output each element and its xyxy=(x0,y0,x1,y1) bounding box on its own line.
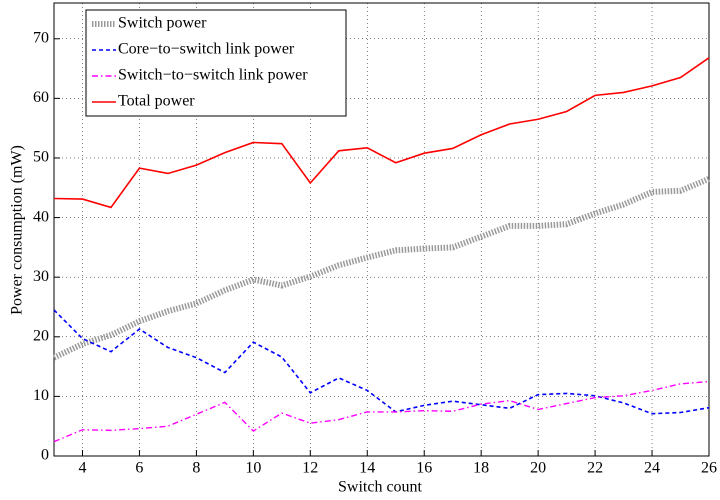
x-tick-label: 22 xyxy=(587,460,603,477)
x-tick-label: 10 xyxy=(245,460,261,477)
y-tick-label: 30 xyxy=(33,268,49,285)
x-tick-label: 12 xyxy=(302,460,318,477)
line-series xyxy=(53,380,710,443)
x-tick-label: 26 xyxy=(701,460,717,477)
x-tick-label: 18 xyxy=(473,460,489,477)
x-tick-label: 6 xyxy=(135,460,143,477)
y-tick-label: 60 xyxy=(33,89,49,106)
y-axis-label: Power consumption (mW) xyxy=(9,145,26,315)
y-tick-label: 40 xyxy=(33,208,49,225)
legend-label: Core−to−switch link power xyxy=(118,41,295,58)
line-series xyxy=(53,309,710,415)
plot-frame xyxy=(53,2,710,457)
x-axis-label: Switch count xyxy=(338,479,423,496)
y-tick-label: 0 xyxy=(41,447,49,464)
legend-box xyxy=(85,9,347,117)
legend-label: Switch−to−switch link power xyxy=(118,67,308,84)
x-tick-label: 24 xyxy=(644,460,660,477)
y-tick-label: 50 xyxy=(33,149,49,166)
x-tick-label: 20 xyxy=(530,460,546,477)
x-tick-label: 8 xyxy=(192,460,200,477)
y-tick-label: 10 xyxy=(33,387,49,404)
x-tick-label: 16 xyxy=(416,460,432,477)
y-tick-label: 20 xyxy=(33,327,49,344)
line-series xyxy=(53,57,710,209)
line-series xyxy=(52,176,711,361)
x-tick-label: 14 xyxy=(359,460,375,477)
y-tick-label: 70 xyxy=(33,29,49,46)
x-tick-label: 4 xyxy=(78,460,86,477)
legend-label: Switch power xyxy=(118,15,207,32)
legend-label: Total power xyxy=(118,93,195,110)
